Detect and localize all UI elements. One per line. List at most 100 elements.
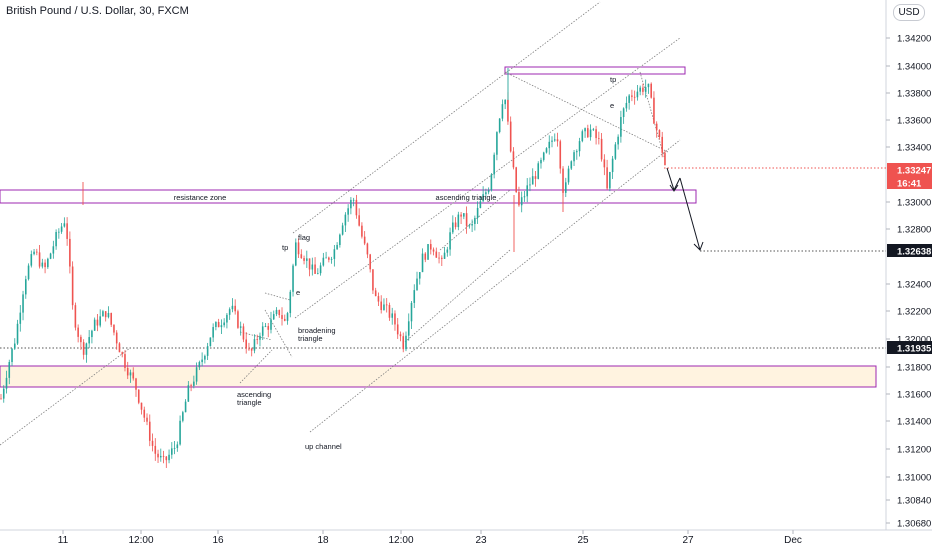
price-tick-label: 1.33800 — [897, 89, 931, 100]
projection-path-1 — [666, 167, 681, 192]
candle-body — [193, 381, 195, 386]
price-tick-label: 1.30840 — [897, 496, 931, 507]
candle-body — [226, 314, 228, 323]
candle-body — [614, 144, 617, 159]
candle-body — [336, 244, 338, 250]
candle-body — [490, 174, 493, 191]
candle-body — [578, 141, 581, 152]
candle-body — [377, 296, 380, 302]
candle-body — [88, 337, 90, 344]
candle-body — [8, 362, 11, 378]
candle-body — [482, 194, 484, 202]
candle-body — [595, 129, 597, 139]
candle-body — [223, 322, 225, 326]
candle-body — [564, 182, 567, 193]
countdown-label: 16:41 — [897, 179, 922, 190]
candle-body — [212, 327, 214, 338]
price-tick-label: 1.33000 — [897, 198, 931, 209]
candle-body — [424, 253, 427, 260]
candle-body — [96, 319, 99, 326]
candle-body — [311, 264, 314, 270]
candle-body — [421, 253, 424, 273]
candle-body — [476, 207, 479, 218]
candle-body — [567, 168, 570, 183]
candle-body — [110, 312, 113, 325]
annotation-label: ascending triangle — [436, 193, 497, 202]
grid — [0, 0, 932, 531]
candle-body — [55, 231, 57, 247]
candle-body — [182, 412, 184, 421]
candle-body — [410, 302, 413, 322]
time-tick-label: 18 — [317, 535, 329, 546]
candle-body — [0, 398, 2, 400]
candle-body — [418, 272, 421, 279]
candle-body — [93, 319, 96, 331]
candle-body — [52, 246, 55, 254]
trend-line — [309, 139, 681, 433]
candles — [0, 68, 666, 468]
candle-body — [540, 159, 542, 164]
candle-body — [344, 214, 347, 226]
price-marker-label-bg — [887, 341, 932, 354]
candle-body — [501, 104, 504, 119]
candle-body — [300, 254, 303, 259]
currency-button[interactable]: USD — [893, 4, 925, 21]
candle-body — [173, 448, 176, 449]
candle-body — [91, 330, 93, 338]
time-tick-label: Dec — [784, 535, 802, 546]
candle-body — [589, 129, 592, 138]
price-tick-label: 1.32800 — [897, 225, 931, 236]
candle-body — [385, 304, 388, 306]
trend-line — [239, 331, 273, 341]
price-tick-label: 1.34000 — [897, 62, 931, 73]
candle-body — [245, 339, 247, 349]
candle-body — [261, 326, 264, 336]
candle-body — [454, 222, 457, 228]
candle-body — [22, 294, 24, 313]
candle-body — [151, 440, 154, 446]
candle-body — [504, 99, 506, 105]
trend-line — [294, 37, 681, 319]
candle-body — [132, 372, 135, 379]
candle-body — [570, 161, 573, 169]
price-tick-label: 1.32200 — [897, 307, 931, 318]
candle-body — [429, 244, 432, 250]
candle-body — [460, 214, 462, 217]
price-tick-label: 1.31800 — [897, 363, 931, 374]
candle-body — [438, 257, 440, 259]
trend-line — [0, 347, 131, 446]
candle-body — [396, 324, 399, 335]
candle-body — [11, 348, 13, 363]
candle-body — [248, 348, 250, 350]
candle-body — [124, 354, 126, 369]
candle-body — [452, 222, 454, 233]
candle-body — [41, 262, 44, 267]
candle-body — [611, 158, 614, 173]
candle-body — [278, 309, 281, 316]
annotation-label: ascending — [237, 390, 271, 399]
candle-body — [157, 453, 159, 458]
candle-body — [562, 168, 564, 193]
candle-body — [639, 87, 641, 92]
zones — [0, 66, 877, 388]
candle-body — [179, 420, 181, 445]
candle-body — [529, 184, 531, 186]
candle-body — [275, 309, 278, 315]
candle-body — [507, 99, 509, 122]
candle-body — [537, 163, 540, 179]
candle-body — [314, 264, 316, 274]
annotation-label: e — [296, 288, 300, 297]
projection-path-2 — [679, 177, 701, 251]
trend-line — [264, 292, 291, 301]
candle-body — [449, 232, 451, 250]
candle-body — [330, 258, 333, 260]
drawing-lines — [0, 1, 886, 446]
price-marker-label: 1.31935 — [897, 344, 932, 355]
candle-body — [325, 257, 327, 259]
candle-body — [372, 269, 374, 291]
annotation-label: broadening — [298, 326, 336, 335]
candle-body — [581, 131, 584, 142]
time-tick-label: 12:00 — [388, 535, 413, 546]
price-tick-label: 1.33400 — [897, 143, 931, 154]
